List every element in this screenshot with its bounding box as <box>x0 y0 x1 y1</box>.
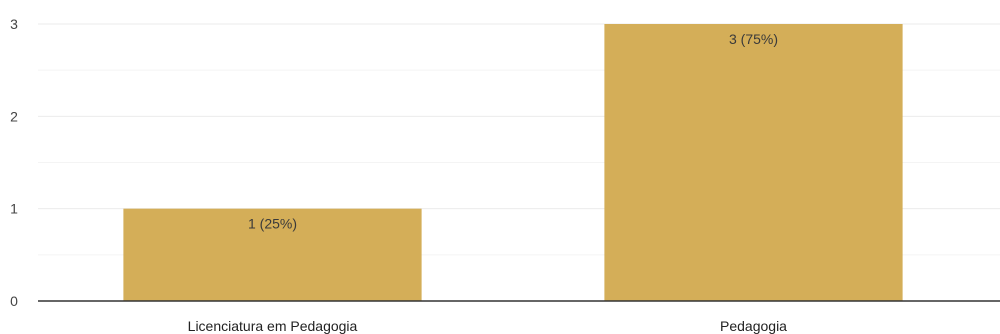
y-tick-label: 3 <box>10 16 18 32</box>
y-tick-label: 1 <box>10 201 18 217</box>
x-axis: Licenciatura em Pedagogia Pedagogia <box>38 300 1000 334</box>
y-tick-label: 0 <box>10 293 18 309</box>
bar <box>123 208 422 301</box>
y-tick-label: 2 <box>10 108 18 124</box>
y-axis: 0 1 2 3 <box>10 16 18 309</box>
x-tick-label: Licenciatura em Pedagogia <box>188 318 358 334</box>
data-label: 1 (25%) <box>248 216 297 232</box>
bar <box>604 24 903 301</box>
data-label: 3 (75%) <box>729 31 778 47</box>
bars: 1 (25%) 3 (75%) <box>123 24 903 301</box>
x-tick-label: Pedagogia <box>720 318 787 334</box>
